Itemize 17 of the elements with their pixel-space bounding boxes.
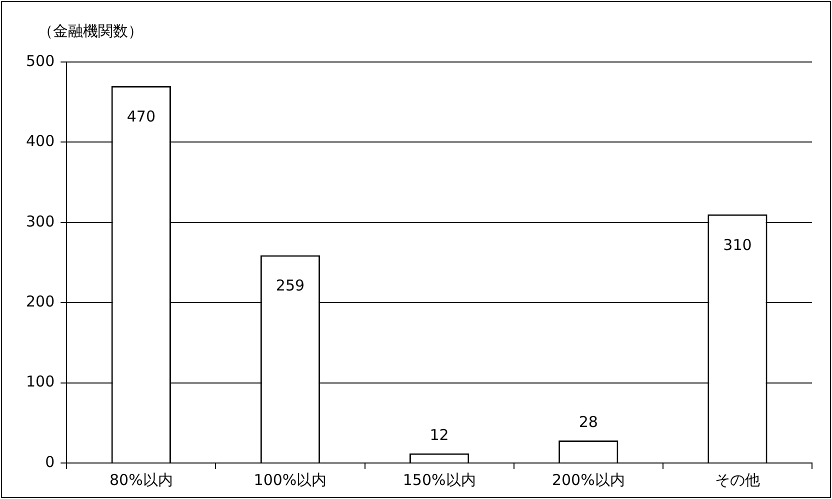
y-tick-label: 500 — [26, 52, 55, 70]
y-tick-label: 300 — [26, 212, 55, 230]
x-tick-label: 100%以内 — [254, 470, 327, 489]
data-label: 259 — [276, 276, 305, 295]
y-tick-label: 0 — [45, 452, 55, 471]
x-tick-label: 200%以内 — [552, 470, 625, 489]
y-tick-label: 200 — [26, 292, 55, 310]
y-axis-title: （金融機関数） — [38, 22, 143, 41]
x-tick-label: その他 — [714, 470, 760, 489]
data-label: 28 — [578, 412, 598, 431]
data-label: 310 — [723, 236, 752, 254]
y-tick-label: 100 — [26, 372, 55, 391]
y-tick-label: 400 — [26, 132, 55, 150]
x-tick-label: 150%以内 — [402, 470, 476, 489]
data-label: 470 — [126, 107, 156, 126]
data-label: 12 — [430, 426, 449, 444]
x-tick-label: 80%以内 — [109, 470, 173, 489]
